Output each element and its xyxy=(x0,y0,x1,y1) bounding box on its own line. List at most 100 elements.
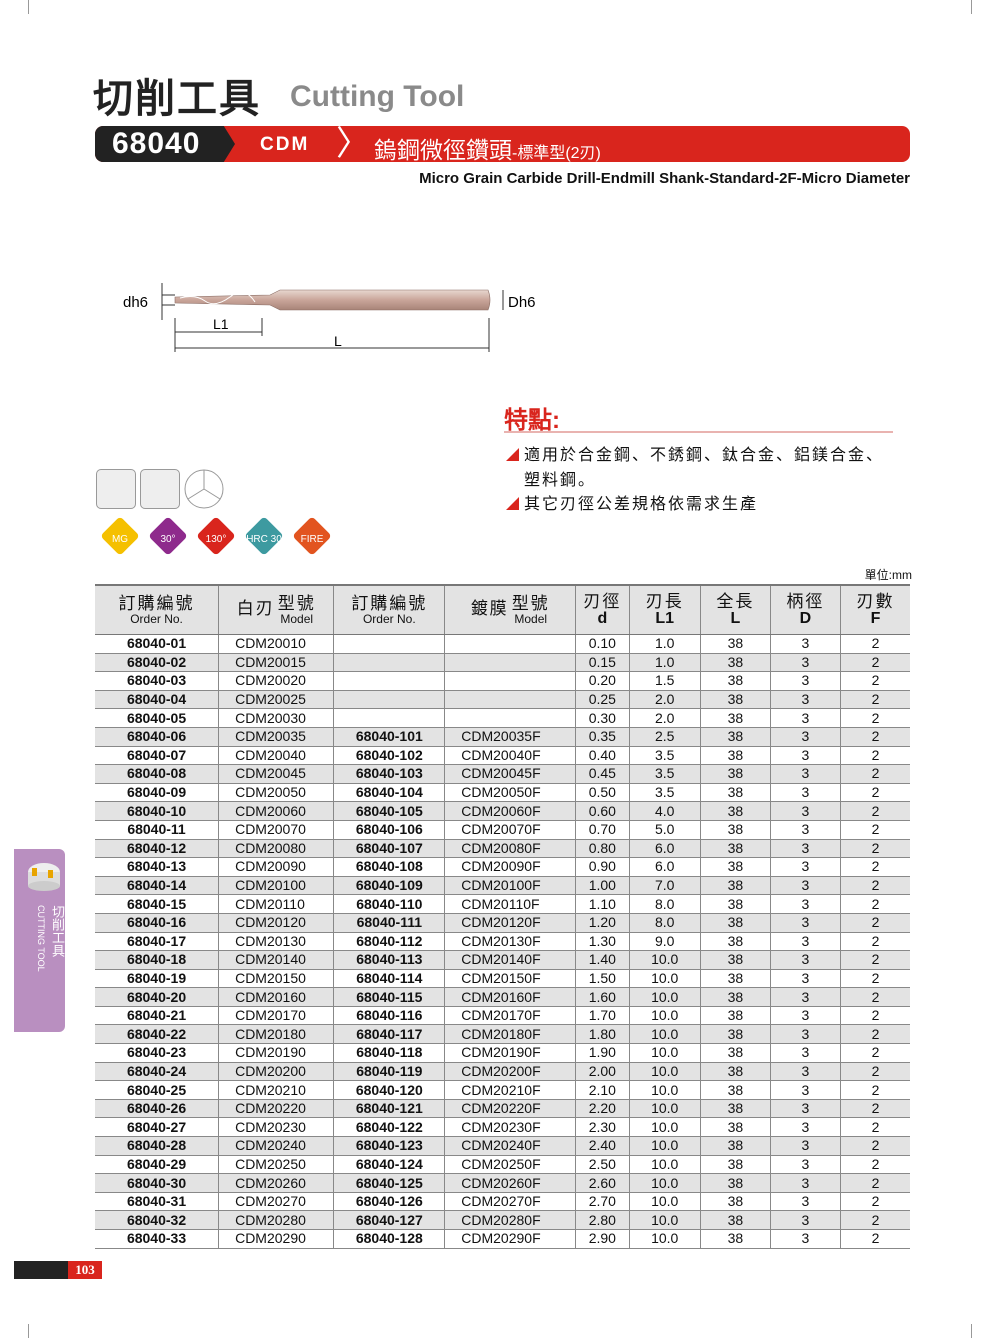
cell-coated-model: CDM20290F xyxy=(444,1229,576,1249)
cell-coated-model: CDM20090F xyxy=(444,857,576,877)
header-en: Order No. xyxy=(130,611,183,626)
cell-shank-D: 3 xyxy=(769,950,841,970)
cell-order-no: 68040-13 xyxy=(95,857,219,877)
cell-coated-order-no: 68040-121 xyxy=(333,1099,445,1119)
cell-model: CDM20260 xyxy=(218,1173,334,1193)
cell-overall-length-L: 38 xyxy=(699,950,771,970)
cell-overall-length-L: 38 xyxy=(699,913,771,933)
table-row: 68040-31 CDM20270 68040-126 CDM20270F 2.70 10… xyxy=(95,1192,910,1212)
cell-diameter-d: 2.20 xyxy=(575,1099,630,1119)
table-row: 68040-21 CDM20170 68040-116 CDM20170F 1.70 10… xyxy=(95,1006,910,1026)
cell-overall-length-L: 38 xyxy=(699,839,771,859)
feature-item: 適用於合金鋼、不銹鋼、鈦合金、鋁鎂合金、 xyxy=(506,441,884,465)
table-row: 68040-29 CDM20250 68040-124 CDM20250F 2.50 10… xyxy=(95,1155,910,1175)
cell-order-no: 68040-25 xyxy=(95,1080,219,1100)
cell-diameter-d: 2.40 xyxy=(575,1136,630,1156)
cell-model: CDM20240 xyxy=(218,1136,334,1156)
table-row: 68040-25 CDM20210 68040-120 CDM20210F 2.10 10… xyxy=(95,1080,910,1100)
column-header: 白刃 型號 Model xyxy=(218,584,334,635)
L1-label: L1 xyxy=(213,316,229,332)
cell-overall-length-L: 38 xyxy=(699,671,771,691)
cell-model: CDM20050 xyxy=(218,783,334,803)
product-name-sub: -標準型(2刃) xyxy=(512,145,601,162)
cell-flute-length-L1: 9.0 xyxy=(628,932,701,952)
milling-cutter-icon xyxy=(28,863,60,891)
cell-shank-D: 3 xyxy=(769,1155,841,1175)
cell-flute-length-L1: 1.0 xyxy=(628,634,701,654)
L-label: L xyxy=(334,333,342,349)
cell-diameter-d: 2.30 xyxy=(575,1117,630,1138)
table-row: 68040-24 CDM20200 68040-119 CDM20200F 2.00 10… xyxy=(95,1062,910,1082)
flute-cross-section-icon xyxy=(184,469,224,509)
cell-diameter-d: 1.10 xyxy=(575,894,630,914)
cell-diameter-d: 1.90 xyxy=(575,1043,630,1063)
crop-mark xyxy=(971,1324,972,1338)
cell-overall-length-L: 38 xyxy=(699,653,771,673)
cell-flute-length-L1: 10.0 xyxy=(628,1173,701,1193)
cell-coated-order-no: 68040-115 xyxy=(333,987,445,1007)
chevron-icon: 〉 xyxy=(336,125,370,163)
cell-flutes-F: 2 xyxy=(839,913,910,933)
cell-coated-model: CDM20035F xyxy=(444,727,576,747)
cell-diameter-d: 1.00 xyxy=(575,876,630,896)
cell-order-no: 68040-10 xyxy=(95,801,219,821)
cell-diameter-d: 0.90 xyxy=(575,857,630,877)
cell-overall-length-L: 38 xyxy=(699,969,771,989)
cell-order-no: 68040-19 xyxy=(95,969,219,989)
cell-diameter-d: 0.80 xyxy=(575,839,630,859)
badge-label: FIRE xyxy=(300,534,324,545)
cell-flute-length-L1: 10.0 xyxy=(628,1229,701,1249)
cell-model: CDM20060 xyxy=(218,801,334,821)
cell-order-no: 68040-24 xyxy=(95,1062,219,1082)
cell-flutes-F: 2 xyxy=(839,653,910,673)
Dh6-label: Dh6 xyxy=(508,294,536,311)
cell-flute-length-L1: 8.0 xyxy=(628,894,701,914)
cell-flute-length-L1: 1.0 xyxy=(628,653,701,673)
table-row: 68040-32 CDM20280 68040-127 CDM20280F 2.80 10… xyxy=(95,1210,910,1230)
cell-diameter-d: 0.40 xyxy=(575,746,630,766)
cell-flutes-F: 2 xyxy=(839,634,910,654)
header-sym: F xyxy=(870,609,881,627)
table-row: 68040-08 CDM20045 68040-103 CDM20045F 0.45 3.… xyxy=(95,764,910,784)
cell-model: CDM20180 xyxy=(218,1024,334,1045)
cell-diameter-d: 2.80 xyxy=(575,1210,630,1230)
cell-overall-length-L: 38 xyxy=(699,1024,771,1045)
cell-flute-length-L1: 7.0 xyxy=(628,876,701,896)
table-row: 68040-20 CDM20160 68040-115 CDM20160F 1.60 10… xyxy=(95,987,910,1007)
cell-model: CDM20045 xyxy=(218,764,334,784)
cell-coated-model: CDM20190F xyxy=(444,1043,576,1063)
table-row: 68040-10 CDM20060 68040-105 CDM20060F 0.60 4.… xyxy=(95,801,910,821)
page-title-cn: 切削工具 xyxy=(93,77,261,121)
cell-order-no: 68040-29 xyxy=(95,1155,219,1175)
cell-flutes-F: 2 xyxy=(839,764,910,784)
table-row: 68040-15 CDM20110 68040-110 CDM20110F 1.10 8.… xyxy=(95,894,910,914)
cell-model: CDM20015 xyxy=(218,653,334,673)
cell-coated-order-no: 68040-128 xyxy=(333,1229,445,1249)
header-en: Model xyxy=(280,611,314,626)
crop-mark xyxy=(28,0,29,14)
cell-coated-order-no xyxy=(333,634,445,654)
cell-coated-model: CDM20045F xyxy=(444,764,576,784)
pocketing-icon xyxy=(140,469,180,509)
table-row: 68040-18 CDM20140 68040-113 CDM20140F 1.40 10… xyxy=(95,950,910,970)
cell-model: CDM20090 xyxy=(218,857,334,877)
cell-flute-length-L1: 10.0 xyxy=(628,969,701,989)
header-cn: 訂購編號 xyxy=(351,593,428,613)
cell-order-no: 68040-26 xyxy=(95,1099,219,1119)
column-header: 鍍膜 型號 Model xyxy=(444,584,576,635)
cell-diameter-d: 0.60 xyxy=(575,801,630,821)
cell-flutes-F: 2 xyxy=(839,1080,910,1100)
cell-order-no: 68040-21 xyxy=(95,1006,219,1026)
table-row: 68040-05 CDM20030 0.30 2.0 38 3 2 xyxy=(95,708,910,728)
cell-flute-length-L1: 2.0 xyxy=(628,690,701,710)
cell-order-no: 68040-14 xyxy=(95,876,219,896)
cell-shank-D: 3 xyxy=(769,932,841,952)
cell-coated-model: CDM20060F xyxy=(444,801,576,821)
table-row: 68040-17 CDM20130 68040-112 CDM20130F 1.30 9.… xyxy=(95,932,910,952)
table-row: 68040-13 CDM20090 68040-108 CDM20090F 0.90 6.… xyxy=(95,857,910,877)
cell-overall-length-L: 38 xyxy=(699,932,771,952)
page-number-bar xyxy=(14,1261,68,1279)
cell-coated-model: CDM20050F xyxy=(444,783,576,803)
cell-coated-order-no: 68040-123 xyxy=(333,1136,445,1156)
cell-flutes-F: 2 xyxy=(839,987,910,1007)
